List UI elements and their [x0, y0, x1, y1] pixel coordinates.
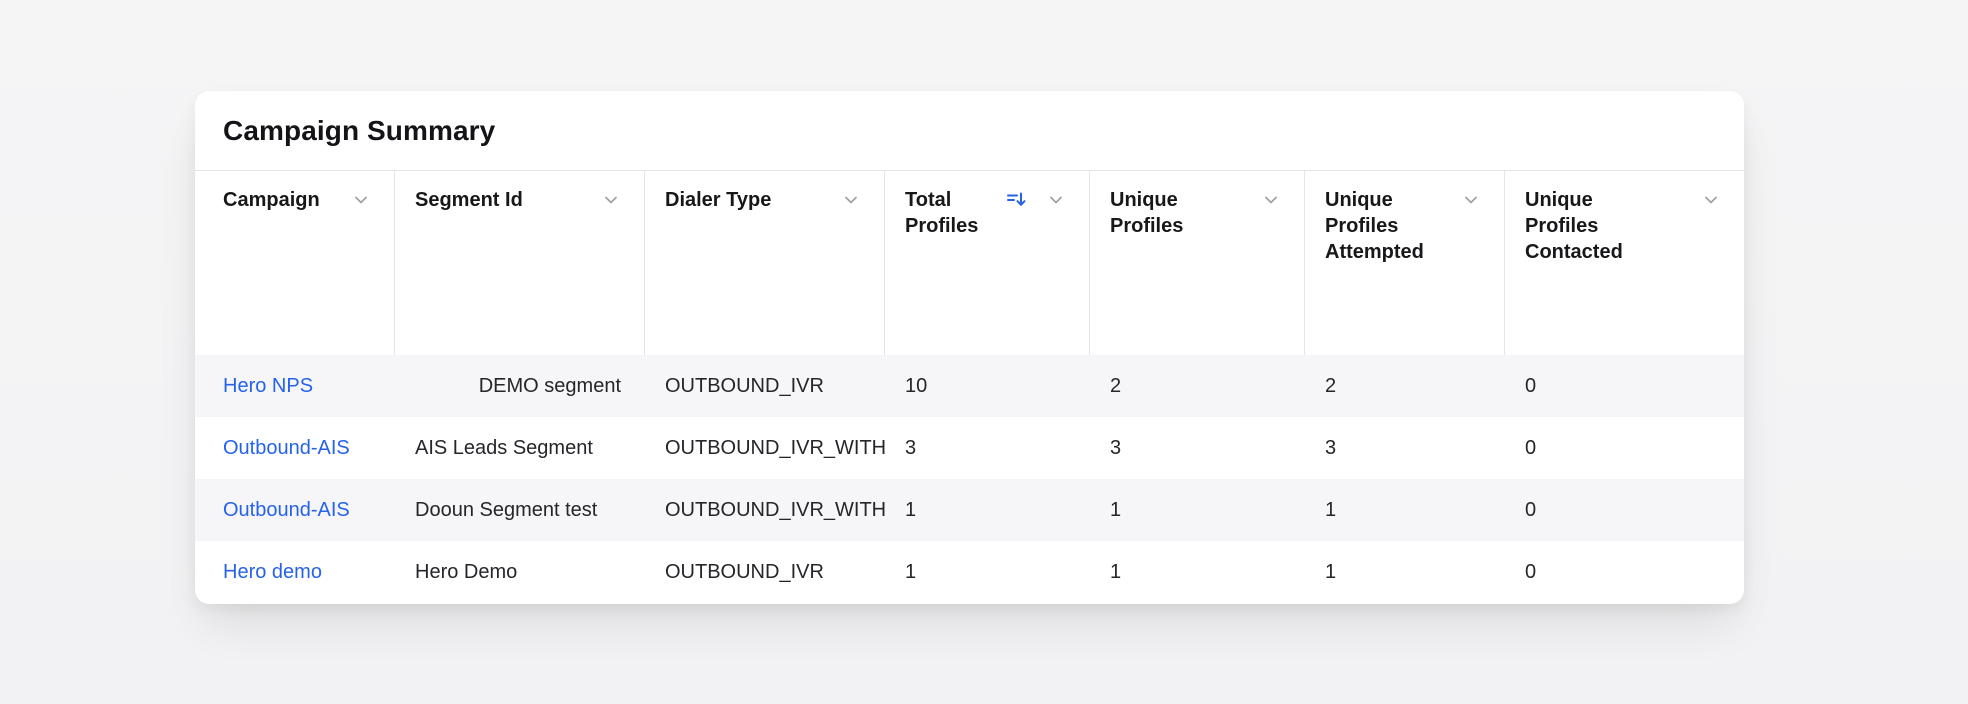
cell-segment-id: DEMO segment [478, 374, 621, 397]
card-header: Campaign Summary [195, 91, 1744, 170]
cell-unique-profiles: 2 [1110, 374, 1122, 397]
campaign-link[interactable]: Outbound-AIS [223, 498, 350, 521]
campaign-link[interactable]: Outbound-AIS [223, 436, 350, 459]
table-row: Hero NPS DEMO segment OUTBOUND_IVR 10 2 … [195, 355, 1744, 417]
cell-unique-profiles-attempted: 1 [1325, 498, 1337, 521]
chevron-down-icon[interactable] [1260, 189, 1282, 211]
campaign-link[interactable]: Hero NPS [223, 374, 314, 397]
column-header-icons [600, 187, 622, 213]
column-header-icons [1005, 187, 1067, 213]
chevron-down-icon[interactable] [1045, 189, 1067, 211]
cell-campaign: Outbound-AIS [195, 437, 395, 460]
page-title: Campaign Summary [223, 114, 496, 146]
cell-total-profiles: 3 [905, 436, 917, 459]
cell-segment-id: Dooun Segment test [415, 498, 598, 521]
cell-unique-profiles-attempted: 2 [1325, 374, 1337, 397]
column-header-label: Dialer Type [665, 189, 772, 211]
column-header-label: Unique Profiles Attempted [1325, 189, 1424, 263]
cell-total-profiles: 1 [905, 560, 917, 583]
cell-unique-profiles: 1 [1110, 498, 1122, 521]
column-header-icons [840, 187, 862, 213]
column-header-campaign[interactable]: Campaign [195, 171, 395, 355]
cell-total-profiles: 1 [905, 498, 917, 521]
cell-unique-profiles-attempted: 1 [1325, 560, 1337, 583]
chevron-down-icon[interactable] [1700, 189, 1722, 211]
column-header-label: Total Profiles [905, 189, 979, 237]
cell-dialer-type: OUTBOUND_IVR [665, 374, 824, 397]
cell-unique-profiles-contacted: 0 [1525, 498, 1537, 521]
column-header-unique-profiles-contacted[interactable]: Unique Profiles Contacted [1505, 171, 1744, 355]
column-header-icons [1700, 187, 1722, 213]
column-header-icons [1260, 187, 1282, 213]
cell-unique-profiles: 1 [1110, 560, 1122, 583]
cell-dialer-type: OUTBOUND_IVR_WITH. [665, 498, 885, 521]
chevron-down-icon[interactable] [1460, 189, 1482, 211]
column-header-icons [350, 187, 372, 213]
table-row: Outbound-AIS AIS Leads Segment OUTBOUND_… [195, 417, 1744, 479]
cell-unique-profiles: 3 [1110, 436, 1122, 459]
table-header-row: Campaign Segment Id Dialer Type Total Pr… [195, 170, 1744, 355]
cell-campaign: Outbound-AIS [195, 499, 395, 522]
cell-dialer-type: OUTBOUND_IVR_WITH. [665, 436, 885, 459]
table-row: Outbound-AIS Dooun Segment test OUTBOUND… [195, 479, 1744, 541]
column-header-label: Unique Profiles [1110, 189, 1184, 237]
column-header-dialer-type[interactable]: Dialer Type [645, 171, 885, 355]
column-header-unique-profiles-attempted[interactable]: Unique Profiles Attempted [1305, 171, 1505, 355]
column-header-segment-id[interactable]: Segment Id [395, 171, 645, 355]
cell-unique-profiles-contacted: 0 [1525, 436, 1537, 459]
cell-segment-id: AIS Leads Segment [415, 436, 593, 459]
column-header-label: Unique Profiles Contacted [1525, 189, 1623, 263]
chevron-down-icon[interactable] [600, 189, 622, 211]
cell-segment-id: Hero Demo [415, 560, 518, 583]
table-body: Hero NPS DEMO segment OUTBOUND_IVR 10 2 … [195, 355, 1744, 603]
cell-campaign: Hero NPS [195, 375, 395, 398]
cell-unique-profiles-contacted: 0 [1525, 374, 1537, 397]
sort-descending-icon[interactable] [1005, 189, 1027, 211]
cell-unique-profiles-contacted: 0 [1525, 560, 1537, 583]
column-header-label: Segment Id [415, 189, 523, 211]
column-header-label: Campaign [223, 189, 320, 211]
column-header-unique-profiles[interactable]: Unique Profiles [1090, 171, 1305, 355]
campaign-summary-card: Campaign Summary Campaign Segment Id Dia… [195, 91, 1744, 604]
column-header-icons [1460, 187, 1482, 213]
cell-unique-profiles-attempted: 3 [1325, 436, 1337, 459]
table-row: Hero demo Hero Demo OUTBOUND_IVR 1 1 1 0 [195, 541, 1744, 603]
cell-dialer-type: OUTBOUND_IVR [665, 560, 824, 583]
campaign-link[interactable]: Hero demo [223, 560, 322, 583]
cell-total-profiles: 10 [905, 374, 928, 397]
cell-campaign: Hero demo [195, 561, 395, 584]
column-header-total-profiles[interactable]: Total Profiles [885, 171, 1090, 355]
chevron-down-icon[interactable] [840, 189, 862, 211]
chevron-down-icon[interactable] [350, 189, 372, 211]
